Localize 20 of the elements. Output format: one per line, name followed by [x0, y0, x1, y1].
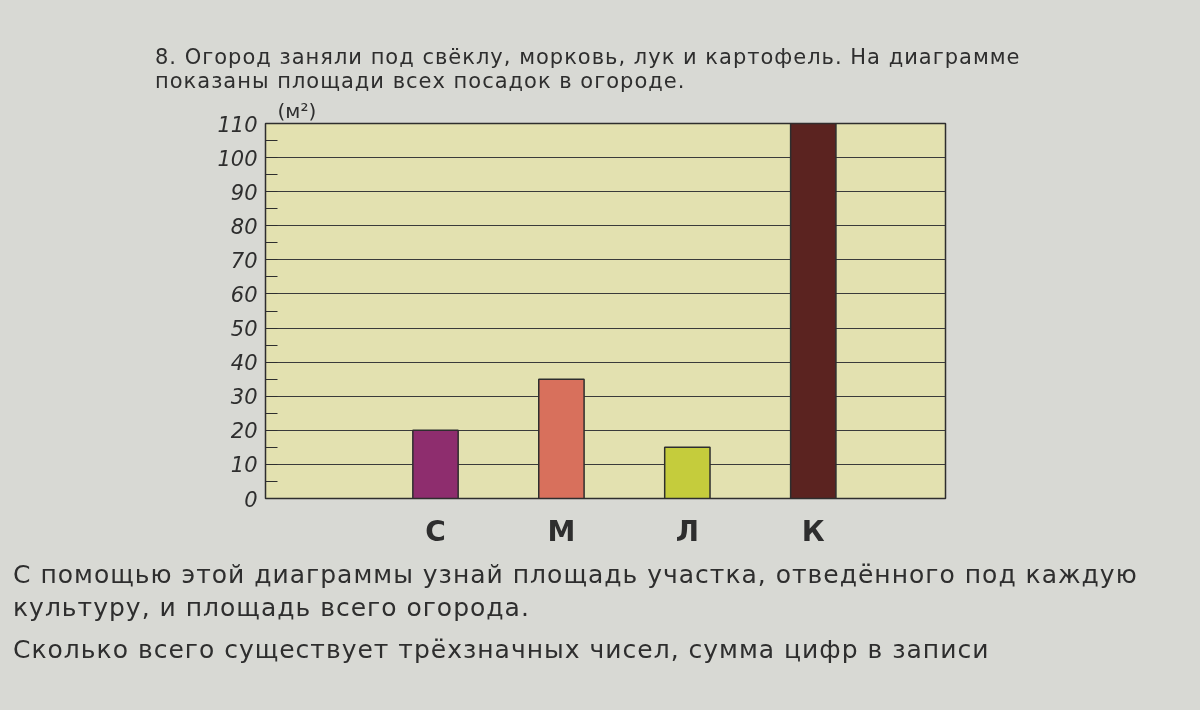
y-tick-label: 10	[230, 453, 258, 478]
chart-title: 8. Огород заняли под свёклу, морковь, лук и картофель. На диаграмме показаны площади всех посадок в огороде.	[155, 45, 1022, 94]
x-tick-label: К	[801, 514, 825, 548]
text: Сколько всего существует трёхзначных чисел, сумма цифр в записи	[13, 634, 991, 666]
x-tick-label: М	[547, 514, 576, 548]
y-tick-label: 80	[230, 214, 258, 239]
text: С помощью этой диаграммы узнай площадь участка, отведённого под каждую культуру, и площадь всего огорода.	[13, 559, 1139, 624]
y-tick-label: 40	[230, 351, 258, 376]
y-tick-label: 0	[244, 487, 258, 512]
y-axis-title: (м²)	[277, 98, 317, 123]
y-tick-label: 100	[217, 146, 258, 171]
x-tick-label: С	[425, 514, 446, 548]
y-tick-label: 60	[230, 282, 258, 307]
y-tick-label: 110	[217, 112, 258, 137]
y-tick-label: 30	[230, 385, 258, 410]
y-tick-label: 90	[230, 180, 258, 205]
y-tick-label: 70	[230, 248, 258, 273]
y-tick-label: 20	[230, 419, 258, 444]
x-tick-label: Л	[675, 514, 699, 548]
y-tick-label: 50	[230, 317, 258, 342]
